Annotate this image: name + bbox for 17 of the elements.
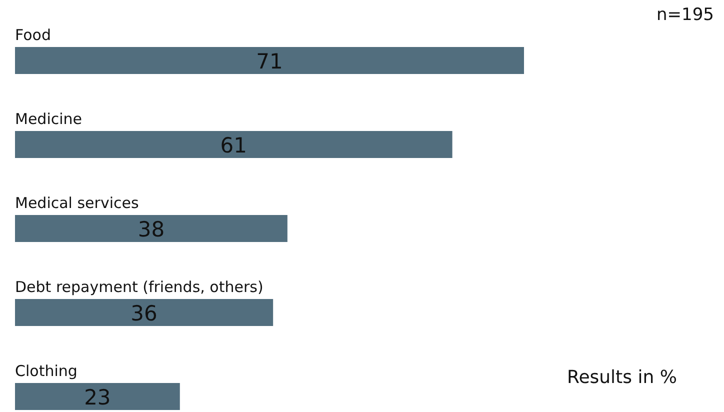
bar bbox=[15, 215, 288, 242]
text: n=195 bbox=[656, 5, 714, 25]
y-tick-label: Medical services bbox=[15, 194, 139, 212]
data-label: 23 bbox=[84, 386, 111, 410]
y-tick-label: Debt repayment (friends, others) bbox=[15, 278, 264, 296]
bar bbox=[15, 383, 180, 410]
data-label: 36 bbox=[130, 302, 158, 326]
data-label: 71 bbox=[256, 50, 283, 74]
bar bbox=[15, 299, 274, 326]
y-tick-label: Clothing bbox=[15, 362, 78, 380]
y-tick-label: Food bbox=[15, 26, 51, 44]
data-label: 61 bbox=[220, 134, 248, 158]
bar bbox=[15, 47, 524, 74]
text: Results in % bbox=[567, 367, 677, 388]
bar bbox=[15, 131, 452, 158]
y-tick-label: Medicine bbox=[15, 110, 82, 128]
data-label: 38 bbox=[138, 218, 165, 242]
